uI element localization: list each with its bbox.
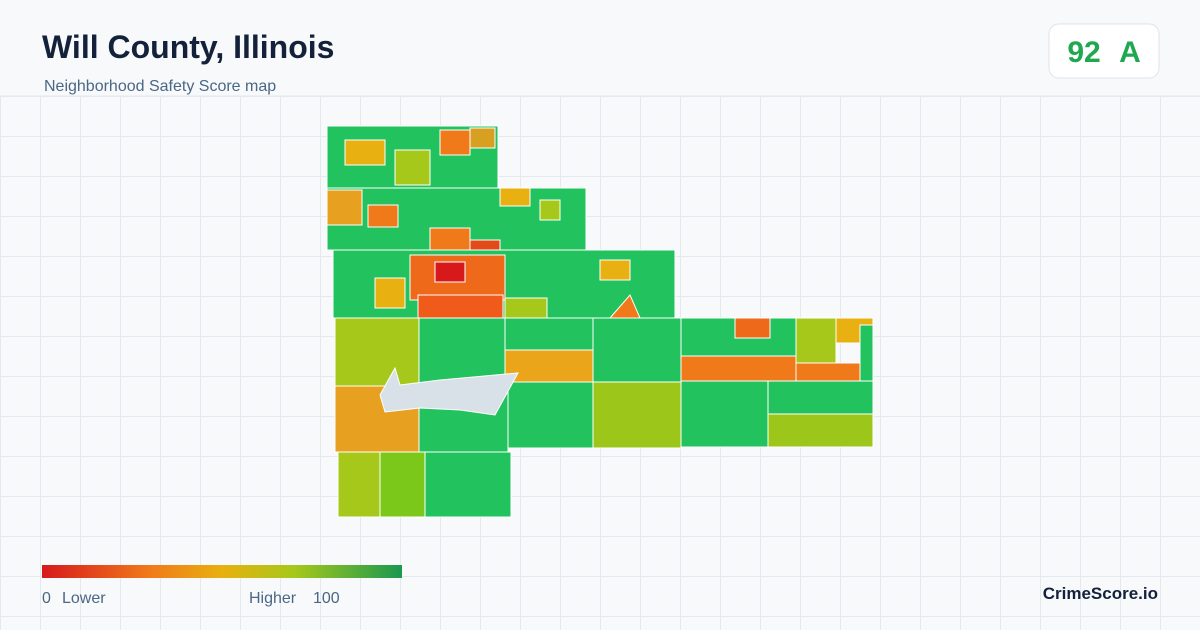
map-region	[504, 349, 594, 383]
badge-score: 92	[1067, 36, 1100, 69]
map-region	[337, 451, 381, 518]
map-region	[795, 362, 861, 382]
map-region	[504, 297, 548, 319]
badge-grade: A	[1119, 36, 1141, 69]
legend-high: Higher	[249, 590, 297, 607]
header-bg	[0, 0, 1200, 96]
legend-min: 0	[42, 590, 51, 607]
map-region	[539, 199, 561, 221]
map-region	[379, 366, 519, 416]
legend-max: 100	[313, 590, 340, 607]
map-region	[469, 127, 496, 149]
map-region	[734, 317, 771, 339]
map-region	[429, 227, 471, 254]
map-region	[394, 149, 431, 186]
county-map	[326, 125, 874, 518]
map-region	[418, 317, 506, 387]
map-region	[499, 187, 531, 207]
map-region	[379, 451, 426, 518]
map-region	[334, 317, 420, 387]
legend-scale	[42, 565, 402, 578]
badge	[1048, 23, 1160, 79]
map-region	[434, 261, 466, 283]
map-region	[680, 380, 769, 448]
map-region	[599, 259, 631, 281]
map-region	[767, 413, 874, 448]
title: Will County, Illinois	[42, 29, 334, 65]
map-region	[374, 277, 406, 309]
map-region	[859, 324, 874, 382]
map-region	[424, 451, 512, 518]
map-region	[367, 204, 399, 228]
legend-low: Lower	[62, 590, 106, 607]
map-region	[326, 189, 363, 226]
map-region	[680, 355, 797, 382]
subtitle: Neighborhood Safety Score map	[44, 78, 276, 95]
map-region	[439, 129, 471, 156]
map-region	[507, 381, 594, 449]
map-region	[795, 317, 837, 364]
map-region	[592, 381, 682, 449]
map-region	[767, 380, 874, 415]
map-region	[592, 317, 682, 383]
map-region	[344, 139, 386, 166]
brand: CrimeScore.io	[1043, 584, 1158, 603]
map-region	[417, 294, 504, 319]
